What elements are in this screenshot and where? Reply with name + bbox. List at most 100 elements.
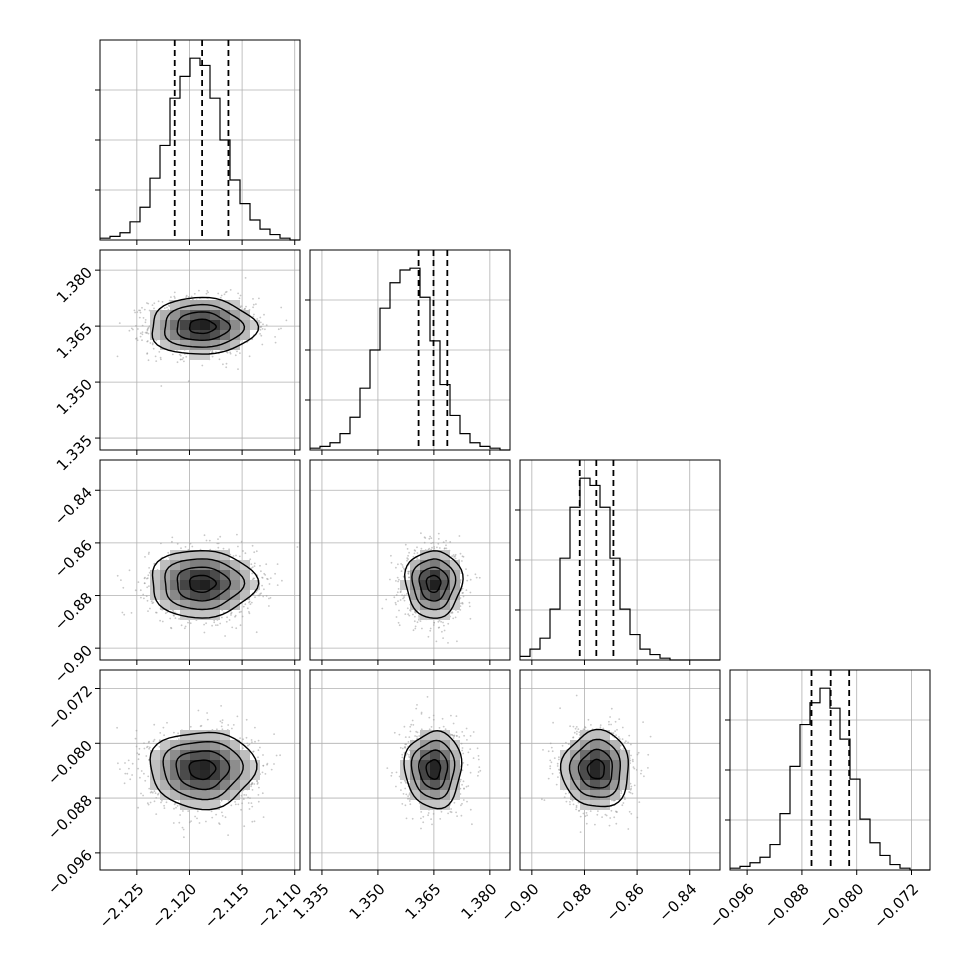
sample-point bbox=[462, 799, 465, 801]
sample-point bbox=[129, 778, 132, 781]
sample-point bbox=[614, 730, 616, 733]
x-tick-label: −0.88 bbox=[550, 880, 595, 925]
sample-point bbox=[176, 361, 179, 364]
sample-point bbox=[469, 771, 472, 774]
sample-point bbox=[248, 808, 251, 810]
sample-point bbox=[261, 792, 264, 795]
sample-point bbox=[558, 756, 560, 759]
sample-point bbox=[397, 588, 400, 590]
sample-point bbox=[162, 726, 165, 729]
sample-point bbox=[151, 304, 154, 306]
sample-point bbox=[251, 805, 254, 808]
density-cell bbox=[190, 320, 200, 330]
sample-point bbox=[462, 752, 465, 755]
sample-point bbox=[143, 308, 146, 311]
density-cell bbox=[610, 760, 620, 770]
density-cell bbox=[420, 610, 430, 620]
contour-line bbox=[577, 748, 614, 789]
sample-point bbox=[183, 836, 185, 839]
sample-point bbox=[251, 566, 254, 569]
sample-point bbox=[218, 358, 221, 361]
sample-point bbox=[280, 327, 282, 330]
density-cell bbox=[210, 610, 220, 620]
sample-point bbox=[227, 799, 230, 802]
sample-point bbox=[249, 603, 252, 606]
sample-point bbox=[584, 726, 586, 728]
sample-point bbox=[619, 748, 622, 751]
sample-point bbox=[143, 772, 145, 775]
sample-point bbox=[281, 579, 283, 582]
density-cell bbox=[440, 750, 450, 760]
sample-point bbox=[596, 813, 599, 816]
y-tick-label: −0.86 bbox=[51, 536, 96, 581]
sample-point bbox=[134, 589, 137, 592]
density-cell bbox=[410, 760, 420, 770]
density-cell bbox=[230, 770, 240, 780]
sample-point bbox=[242, 747, 244, 749]
sample-point bbox=[223, 293, 226, 296]
sample-point bbox=[613, 816, 616, 819]
histogram-step bbox=[520, 477, 720, 661]
density-cell bbox=[230, 310, 240, 320]
sample-point bbox=[618, 738, 621, 740]
sample-point bbox=[245, 305, 247, 308]
density-cell bbox=[190, 340, 200, 350]
sample-point bbox=[147, 553, 150, 555]
sample-point bbox=[264, 328, 266, 331]
sample-point bbox=[461, 555, 464, 558]
density-cell bbox=[430, 750, 440, 760]
sample-point bbox=[469, 735, 472, 737]
density-cell bbox=[400, 580, 410, 590]
sample-point bbox=[433, 546, 435, 548]
density-cell bbox=[200, 600, 210, 610]
sample-point bbox=[149, 607, 151, 610]
density-cell bbox=[190, 570, 200, 580]
density-cell bbox=[190, 760, 200, 770]
sample-point bbox=[413, 552, 416, 555]
sample-point bbox=[134, 737, 137, 740]
sample-point bbox=[139, 335, 142, 338]
sample-point bbox=[235, 627, 238, 630]
sample-point bbox=[222, 363, 224, 366]
sample-point bbox=[429, 629, 432, 632]
sample-point bbox=[400, 563, 402, 565]
contour-line bbox=[418, 566, 450, 602]
sample-point bbox=[173, 731, 175, 734]
density-cell bbox=[170, 740, 180, 750]
density-cell bbox=[190, 740, 200, 750]
sample-point bbox=[231, 626, 234, 629]
sample-point bbox=[170, 626, 172, 629]
sample-point bbox=[178, 821, 181, 824]
density-cell bbox=[210, 800, 220, 810]
sample-point bbox=[148, 747, 151, 750]
sample-point bbox=[265, 563, 268, 566]
sample-point bbox=[438, 547, 441, 549]
sample-point bbox=[146, 746, 148, 749]
sample-point bbox=[590, 724, 592, 726]
sample-point bbox=[137, 758, 140, 761]
sample-point bbox=[179, 354, 182, 357]
density-cell bbox=[410, 750, 420, 760]
sample-point bbox=[265, 324, 268, 326]
sample-point bbox=[153, 723, 156, 726]
panel-3-0 bbox=[95, 669, 301, 875]
sample-point bbox=[450, 733, 453, 736]
sample-point bbox=[409, 803, 412, 806]
sample-point bbox=[147, 359, 150, 362]
x-tick-label: −0.072 bbox=[870, 880, 922, 932]
sample-point bbox=[630, 754, 632, 757]
density-cell bbox=[230, 740, 240, 750]
sample-point bbox=[407, 558, 409, 560]
sample-point bbox=[454, 553, 457, 556]
sample-point bbox=[198, 822, 201, 824]
density-cell bbox=[180, 330, 190, 340]
sample-point bbox=[174, 297, 176, 299]
sample-point bbox=[453, 801, 456, 804]
contour-line bbox=[162, 740, 244, 801]
density-cell bbox=[200, 740, 210, 750]
density-cell bbox=[560, 750, 570, 760]
sample-point bbox=[246, 742, 249, 745]
sample-point bbox=[217, 292, 220, 295]
panel-frame bbox=[99, 39, 301, 241]
density-cell bbox=[430, 760, 440, 770]
